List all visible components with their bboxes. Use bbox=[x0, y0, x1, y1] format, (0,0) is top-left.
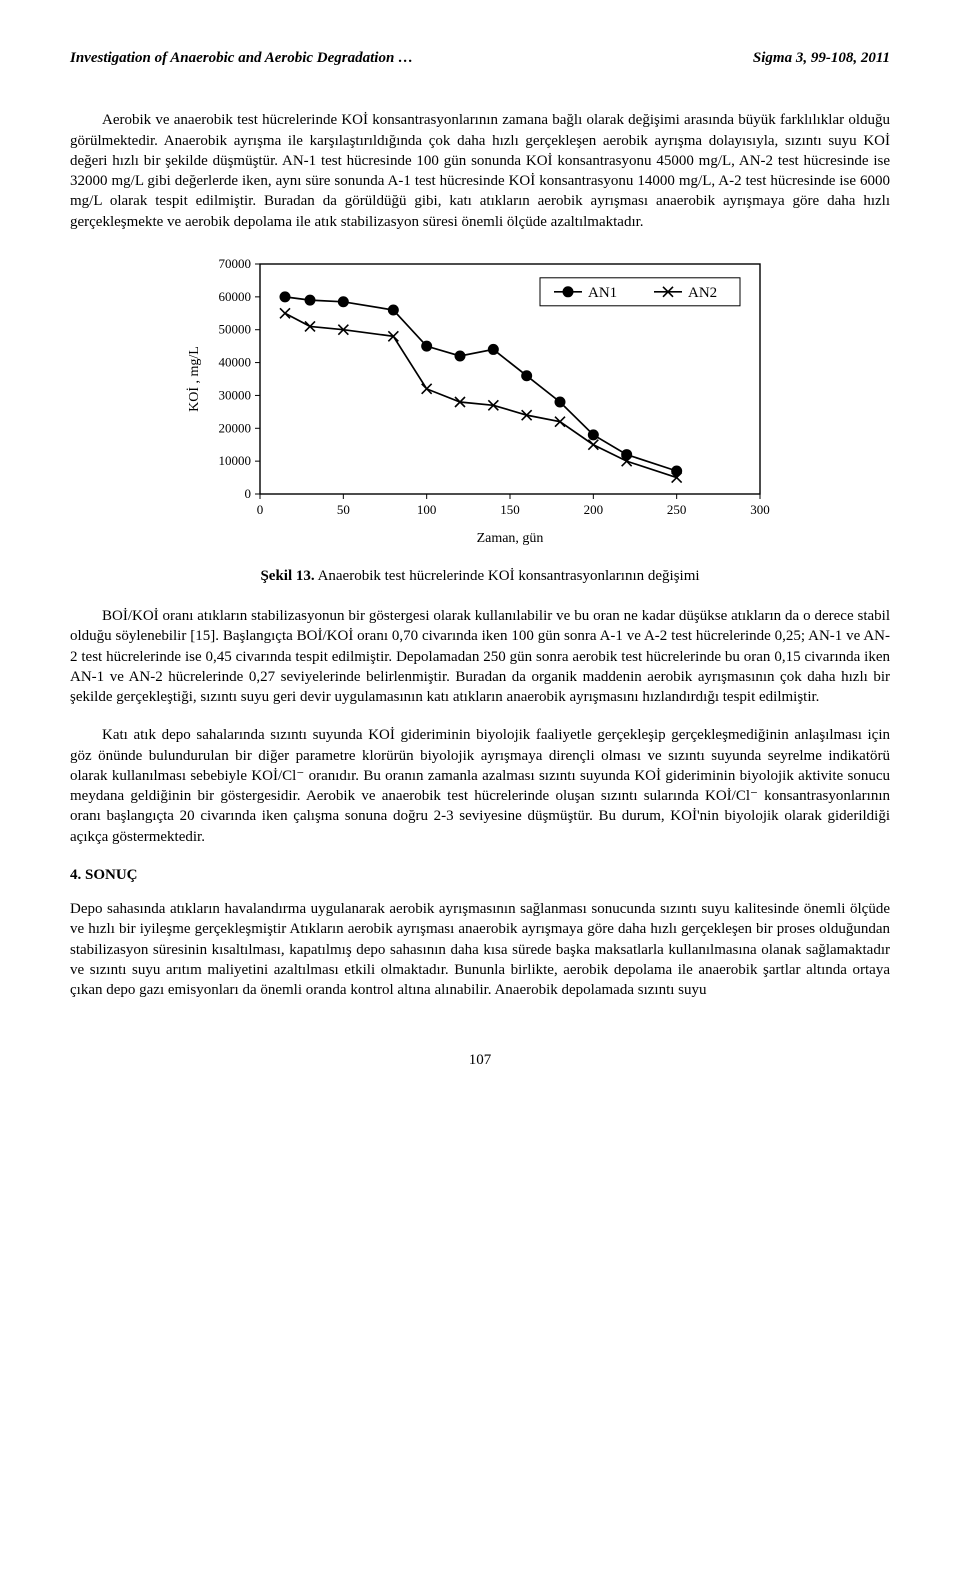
svg-text:100: 100 bbox=[417, 502, 437, 517]
svg-text:200: 200 bbox=[584, 502, 604, 517]
svg-text:0: 0 bbox=[257, 502, 264, 517]
svg-text:50: 50 bbox=[337, 502, 350, 517]
svg-text:20000: 20000 bbox=[219, 420, 252, 435]
figure-13: 0 10000 20000 30000 40000 50000 60000 70000 0 50 1… bbox=[180, 250, 780, 550]
svg-text:AN2: AN2 bbox=[688, 285, 717, 301]
svg-text:KOİ , mg/L: KOİ , mg/L bbox=[186, 346, 202, 412]
paragraph-1: Aerobik ve anaerobik test hücrelerinde K… bbox=[70, 110, 890, 232]
svg-text:10000: 10000 bbox=[219, 453, 252, 468]
svg-text:300: 300 bbox=[750, 502, 770, 517]
page-number: 107 bbox=[70, 1050, 890, 1070]
svg-text:Zaman, gün: Zaman, gün bbox=[477, 531, 544, 546]
figure-13-caption-rest: Anaerobik test hücrelerinde KOİ konsantr… bbox=[315, 568, 700, 584]
figure-13-caption-bold: Şekil 13. bbox=[260, 568, 314, 584]
svg-text:70000: 70000 bbox=[219, 256, 252, 271]
svg-text:250: 250 bbox=[667, 502, 687, 517]
running-head-left: Investigation of Anaerobic and Aerobic D… bbox=[70, 48, 413, 68]
figure-13-caption: Şekil 13. Anaerobik test hücrelerinde KO… bbox=[70, 566, 890, 586]
svg-text:60000: 60000 bbox=[219, 289, 252, 304]
svg-text:30000: 30000 bbox=[219, 387, 252, 402]
paragraph-4: Depo sahasında atıkların havalandırma uy… bbox=[70, 899, 890, 1000]
svg-text:150: 150 bbox=[500, 502, 520, 517]
svg-text:40000: 40000 bbox=[219, 354, 252, 369]
paragraph-3: Katı atık depo sahalarında sızıntı suyun… bbox=[70, 725, 890, 847]
svg-text:0: 0 bbox=[245, 486, 252, 501]
section-4-heading: 4. SONUÇ bbox=[70, 865, 890, 885]
figure-13-chart: 0 10000 20000 30000 40000 50000 60000 70000 0 50 1… bbox=[180, 250, 780, 550]
running-head-right: Sigma 3, 99-108, 2011 bbox=[753, 48, 890, 68]
paragraph-2: BOİ/KOİ oranı atıkların stabilizasyonun … bbox=[70, 606, 890, 707]
svg-text:AN1: AN1 bbox=[588, 285, 617, 301]
svg-text:50000: 50000 bbox=[219, 321, 252, 336]
